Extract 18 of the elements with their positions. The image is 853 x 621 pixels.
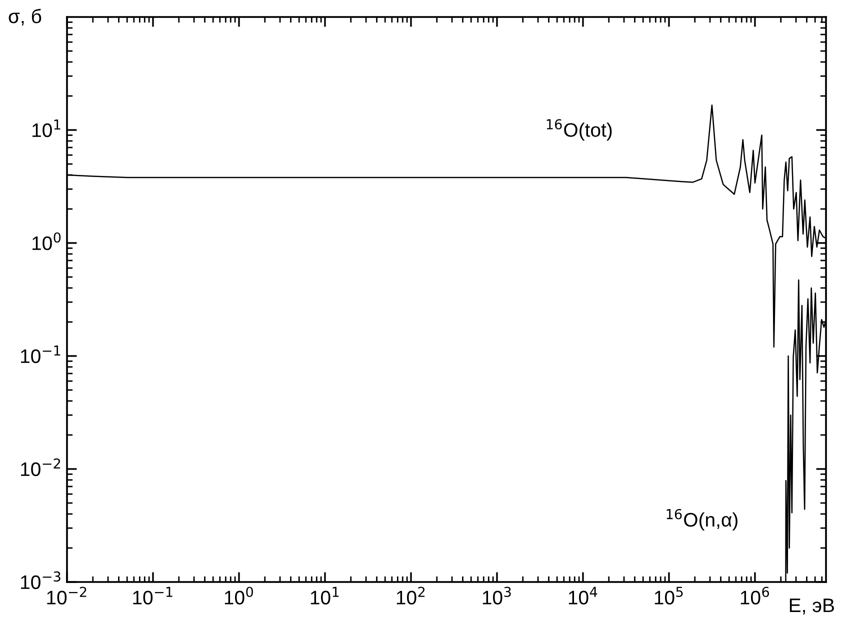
x-tick-label: 10$^{2}$	[396, 586, 425, 604]
x-axis-title: E, эВ	[790, 598, 834, 615]
x-tick-label: 10$^{1}$	[310, 586, 339, 604]
x-tick-label: 10$^{6}$	[740, 586, 770, 604]
x-tick-label: 10$^{0}$	[224, 586, 254, 604]
annotation: $^{16}$O(n,α)	[666, 508, 738, 531]
x-tick-label: 10$^{3}$	[482, 586, 511, 604]
y-tick-label: 10$^{0}$	[32, 232, 61, 250]
y-tick-label: 10$^{−2}$	[21, 458, 60, 476]
annotation: $^{16}$O(tot)	[546, 119, 612, 141]
x-tick-label: 10$^{4}$	[568, 586, 598, 604]
y-tick-label: 10$^{−3}$	[21, 571, 60, 590]
x-tick-label: 10$^{5}$	[654, 586, 683, 604]
y-axis-title: σ, б	[8, 8, 42, 26]
y-tick-label: 10$^{−1}$	[21, 346, 60, 364]
x-tick-label: 10$^{−1}$	[133, 586, 172, 604]
x-tick-label: 10$^{−2}$	[47, 586, 86, 604]
y-tick-label: 10$^{1}$	[32, 120, 60, 138]
